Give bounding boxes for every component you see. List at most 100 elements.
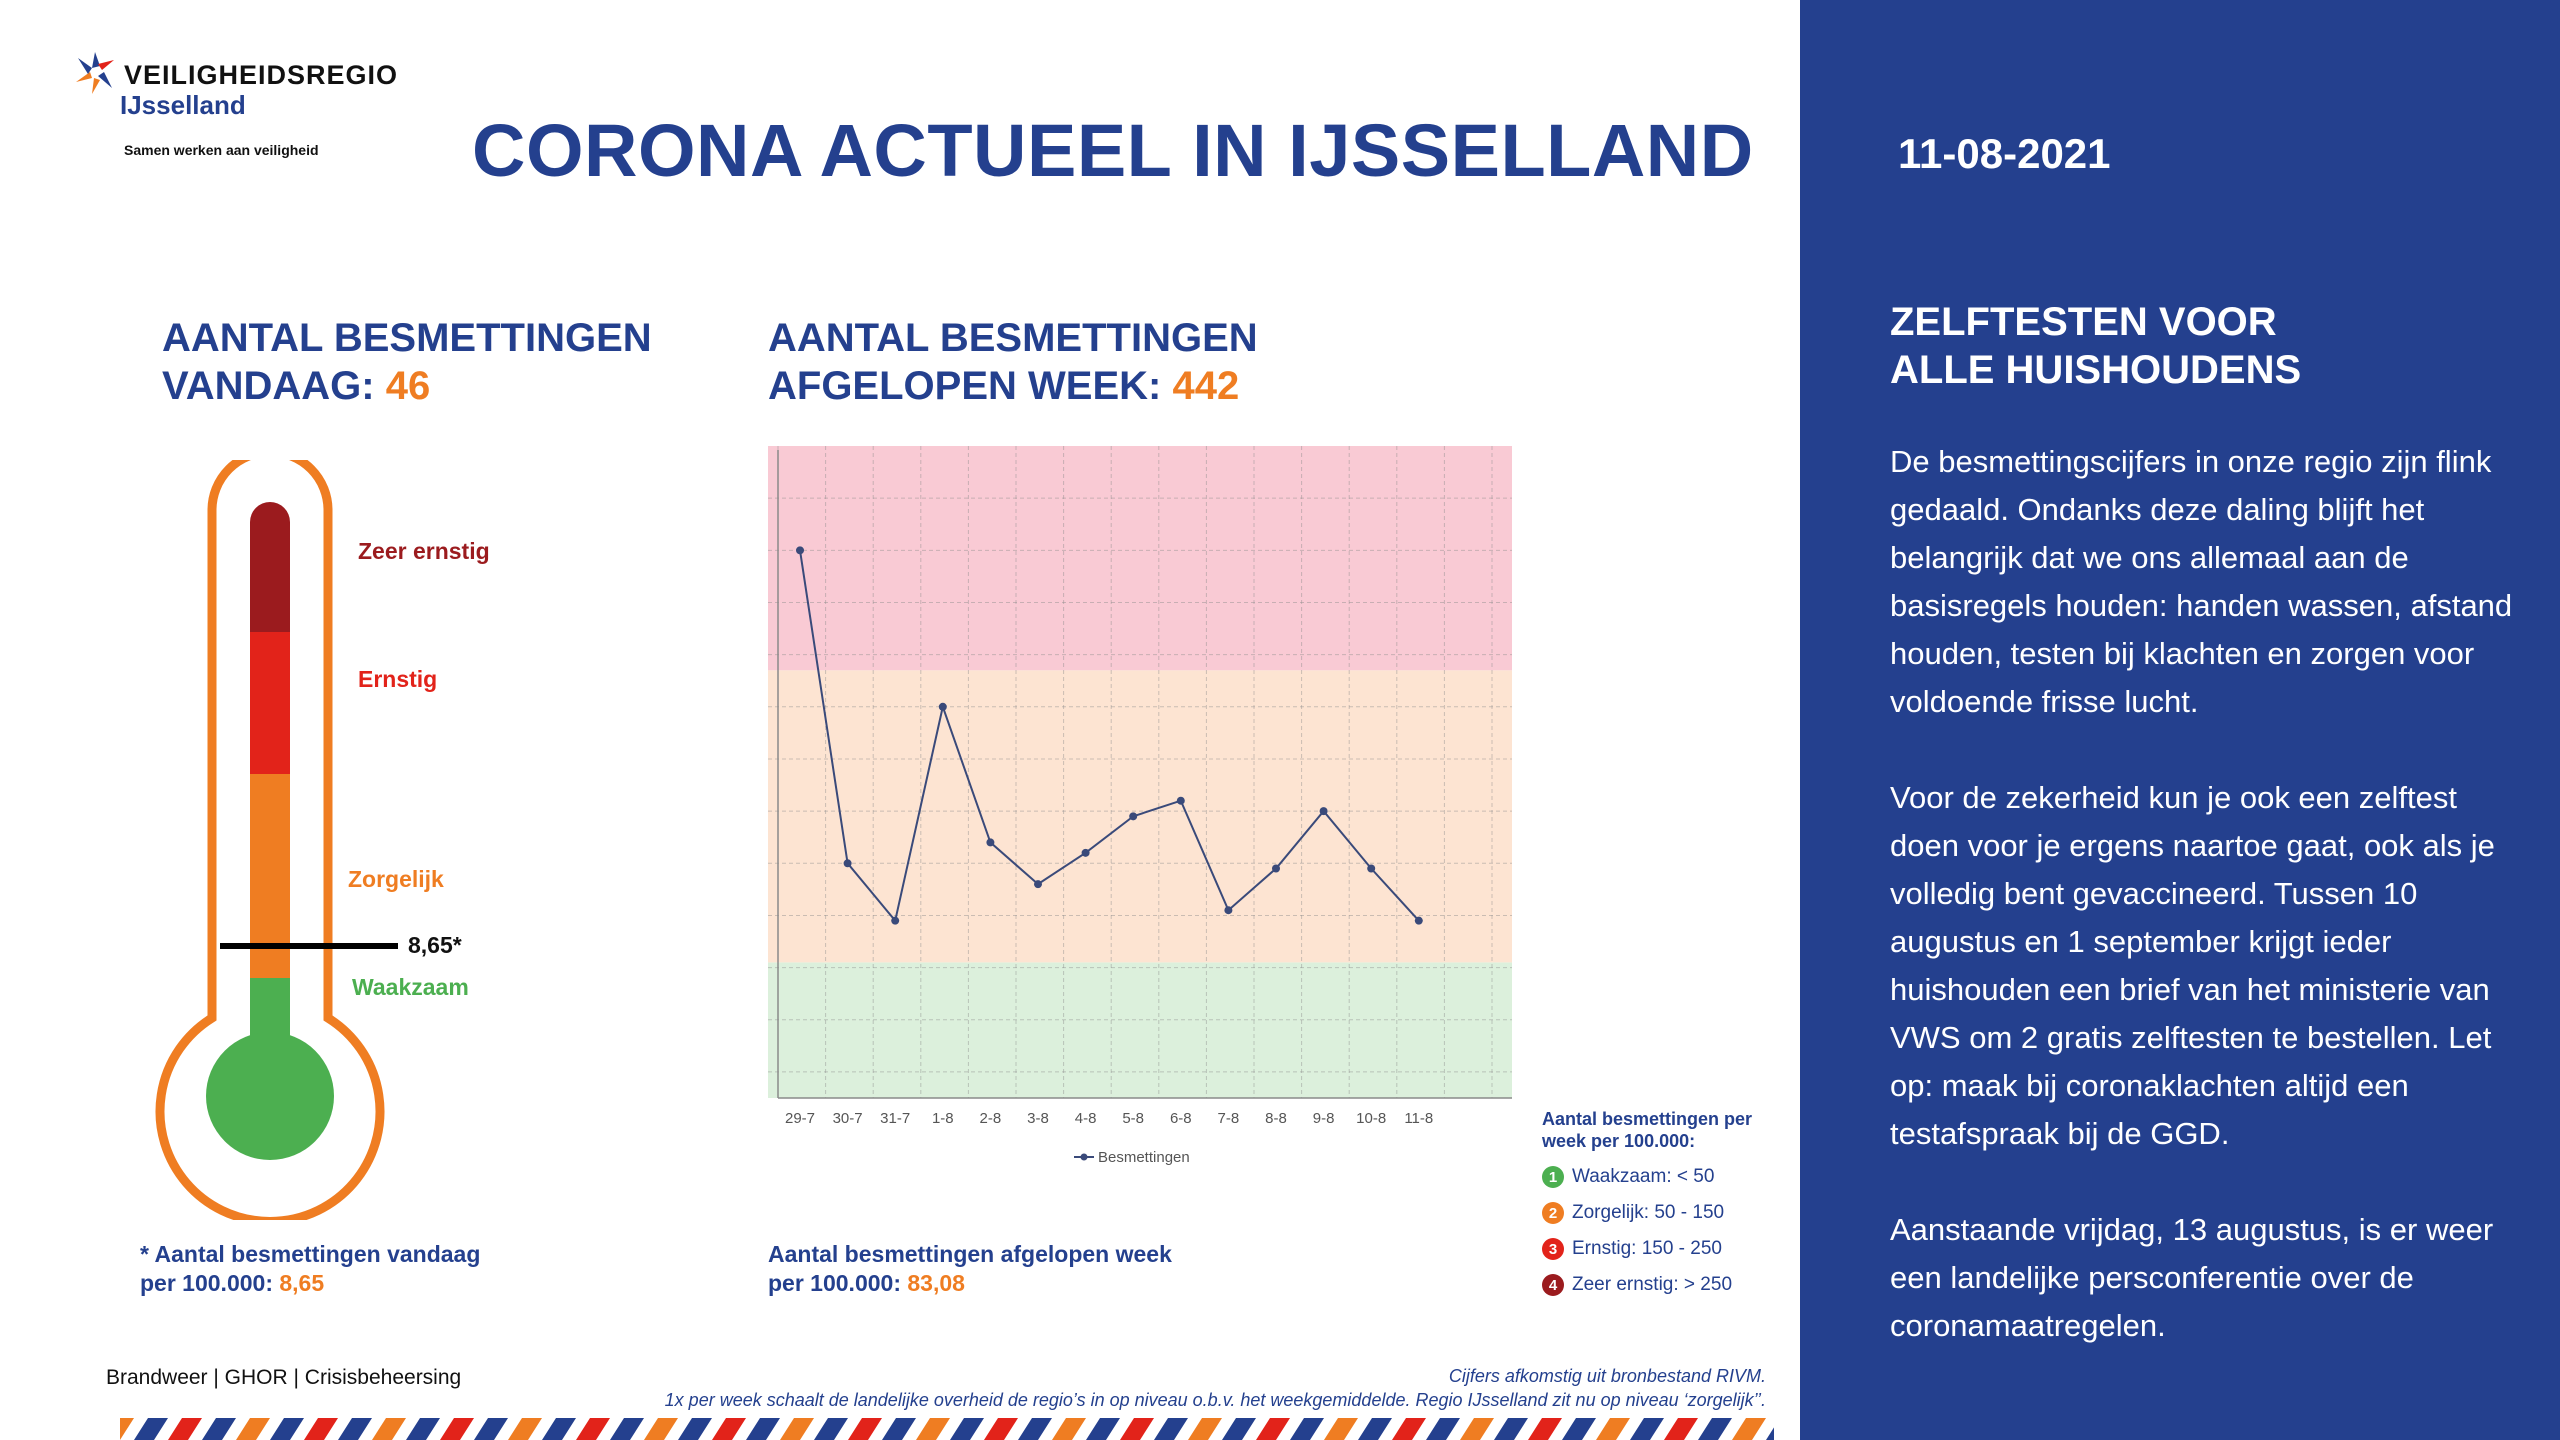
level-legend-item: 1 Waakzaam: < 50 bbox=[1542, 1166, 1802, 1188]
chart-x-tick-label: 30-7 bbox=[833, 1110, 863, 1127]
panel-paragraph: Aanstaande vrijdag, 13 augustus, is er w… bbox=[1890, 1212, 2494, 1343]
footer-source-line: Cijfers afkomstig uit bronbestand RIVM. bbox=[1448, 1366, 1766, 1386]
logo-name: VEILIGHEIDSREGIO bbox=[124, 60, 399, 90]
stripe-segment bbox=[1358, 1418, 1392, 1440]
chart-x-tick-label: 31-7 bbox=[880, 1110, 910, 1127]
stripe-segment bbox=[202, 1418, 236, 1440]
stripe-segment bbox=[474, 1418, 508, 1440]
today-title-line1: AANTAL BESMETTINGEN bbox=[162, 316, 652, 360]
chart-x-tick-label: 2-8 bbox=[980, 1110, 1002, 1127]
stripe-segment bbox=[984, 1418, 1018, 1440]
stripe-segment bbox=[882, 1418, 916, 1440]
chart-data-point bbox=[1081, 848, 1090, 857]
level-legend-label: Waakzaam: < 50 bbox=[1572, 1166, 1715, 1187]
week-title: AANTAL BESMETTINGEN AFGELOPEN WEEK: 442 bbox=[768, 314, 1258, 410]
page-title: CORONA ACTUEEL IN IJSSELLAND bbox=[472, 109, 1754, 192]
chart-x-tick-label: 5-8 bbox=[1122, 1110, 1144, 1127]
stripe-segment bbox=[780, 1418, 814, 1440]
chart-data-point bbox=[1367, 864, 1376, 873]
stripe-segment bbox=[508, 1418, 542, 1440]
chart-data-point bbox=[796, 546, 804, 555]
thermo-label-zeer-ernstig: Zeer ernstig bbox=[358, 538, 490, 564]
level-number-badge: 1 bbox=[1542, 1166, 1564, 1188]
today-note-value: 8,65 bbox=[279, 1270, 325, 1296]
stripe-segment bbox=[1256, 1418, 1290, 1440]
level-number-badge: 4 bbox=[1542, 1274, 1564, 1296]
level-legend-title: Aantal besmettingen per week per 100.000… bbox=[1542, 1108, 1802, 1152]
week-note-label: per 100.000: bbox=[768, 1270, 901, 1296]
level-legend-label: Zeer ernstig: > 250 bbox=[1572, 1274, 1733, 1295]
stripe-segment bbox=[610, 1418, 644, 1440]
level-legend-item: 4 Zeer ernstig: > 250 bbox=[1542, 1274, 1802, 1296]
stripe-segment bbox=[134, 1418, 168, 1440]
week-chart: 29-7 30-7 31-7 1-8 2-8 3-8 4-8 5-8 6-8 7-8 8-8 9-8 1… bbox=[768, 446, 1516, 1166]
chart-x-tick-label: 11-8 bbox=[1404, 1110, 1433, 1127]
panel-paragraph: De besmettingscijfers in onze regio zijn… bbox=[1890, 444, 2513, 719]
today-title-line2: VANDAAG: 46 bbox=[162, 362, 652, 410]
thermo-marker-value: 8,65* bbox=[408, 932, 462, 958]
chart-x-tick-label: 29-7 bbox=[785, 1110, 815, 1127]
stripe-segment bbox=[1698, 1418, 1732, 1440]
level-legend-label: Ernstig: 150 - 250 bbox=[1572, 1238, 1722, 1259]
chart-data-point bbox=[986, 838, 995, 847]
stripe-segment bbox=[406, 1418, 440, 1440]
week-title-line1: AANTAL BESMETTINGEN bbox=[768, 316, 1258, 360]
thermo-label-zorgelijk: Zorgelijk bbox=[348, 866, 444, 892]
stripe-segment bbox=[1596, 1418, 1630, 1440]
stripe-segment bbox=[1732, 1418, 1766, 1440]
level-legend-title-line2: week per 100.000: bbox=[1542, 1131, 1696, 1151]
stripe-segment bbox=[1154, 1418, 1188, 1440]
chart-x-tick-label: 4-8 bbox=[1075, 1110, 1097, 1127]
week-note-line1: Aantal besmettingen afgelopen week bbox=[768, 1241, 1172, 1267]
chart-data-point bbox=[891, 916, 900, 925]
thermo-bulb bbox=[206, 1032, 334, 1160]
logo: VEILIGHEIDSREGIO IJsselland Samen werken… bbox=[72, 48, 432, 168]
chart-x-tick-label: 9-8 bbox=[1313, 1110, 1335, 1127]
footer-note-line: 1x per week schaalt de landelijke overhe… bbox=[664, 1390, 1766, 1410]
stripe-segment bbox=[1086, 1418, 1120, 1440]
stripe-segment bbox=[1426, 1418, 1460, 1440]
week-title-line2: AFGELOPEN WEEK: 442 bbox=[768, 362, 1258, 410]
chart-band bbox=[768, 670, 1512, 963]
today-title: AANTAL BESMETTINGEN VANDAAG: 46 bbox=[162, 314, 652, 410]
today-title-label: VANDAAG: bbox=[162, 364, 375, 408]
level-legend-label: Zorgelijk: 50 - 150 bbox=[1572, 1202, 1725, 1223]
stripe-segment bbox=[746, 1418, 780, 1440]
thermo-level-ernstig bbox=[250, 632, 290, 774]
stripe-segment bbox=[1528, 1418, 1562, 1440]
chart-data-point bbox=[1414, 916, 1423, 925]
thermo-level-zeer-ernstig bbox=[250, 502, 290, 632]
stripe-segment bbox=[440, 1418, 474, 1440]
stripe-segment bbox=[950, 1418, 984, 1440]
today-count: 46 bbox=[385, 364, 431, 408]
logo-star-icon bbox=[76, 52, 114, 94]
stripe-segment bbox=[1630, 1418, 1664, 1440]
stripe-segment bbox=[1392, 1418, 1426, 1440]
level-number-badge: 3 bbox=[1542, 1238, 1564, 1260]
stripe-segment bbox=[1766, 1427, 1774, 1440]
panel-title: ZELFTESTEN VOOR ALLE HUISHOUDENS bbox=[1890, 298, 2301, 394]
chart-x-tick-label: 8-8 bbox=[1265, 1110, 1287, 1127]
week-count: 442 bbox=[1172, 364, 1240, 408]
stripe-segment bbox=[1018, 1418, 1052, 1440]
thermo-label-waakzaam: Waakzaam bbox=[352, 974, 469, 1000]
chart-x-tick-label: 1-8 bbox=[932, 1110, 954, 1127]
chart-data-point bbox=[1129, 812, 1138, 821]
logo-region: IJsselland bbox=[120, 90, 246, 120]
chart-data-point bbox=[1272, 864, 1280, 873]
chart-band bbox=[768, 446, 1512, 671]
stripe-segment bbox=[576, 1418, 610, 1440]
stripe-segment bbox=[1120, 1418, 1154, 1440]
chart-data-point bbox=[1224, 906, 1233, 915]
chart-data-point bbox=[1319, 807, 1328, 816]
panel-title-line1: ZELFTESTEN VOOR bbox=[1890, 300, 2277, 344]
stripe-segment bbox=[1664, 1418, 1698, 1440]
stripe-segment bbox=[1290, 1418, 1324, 1440]
chart-legend-marker-icon bbox=[1080, 1153, 1088, 1161]
week-note-value: 83,08 bbox=[907, 1270, 965, 1296]
level-number-badge: 2 bbox=[1542, 1202, 1564, 1224]
airmail-stripe bbox=[120, 1418, 1774, 1440]
stripe-segment bbox=[1188, 1418, 1222, 1440]
thermometer-graphic bbox=[155, 447, 398, 1226]
level-legend-item: 3 Ernstig: 150 - 250 bbox=[1542, 1238, 1802, 1260]
